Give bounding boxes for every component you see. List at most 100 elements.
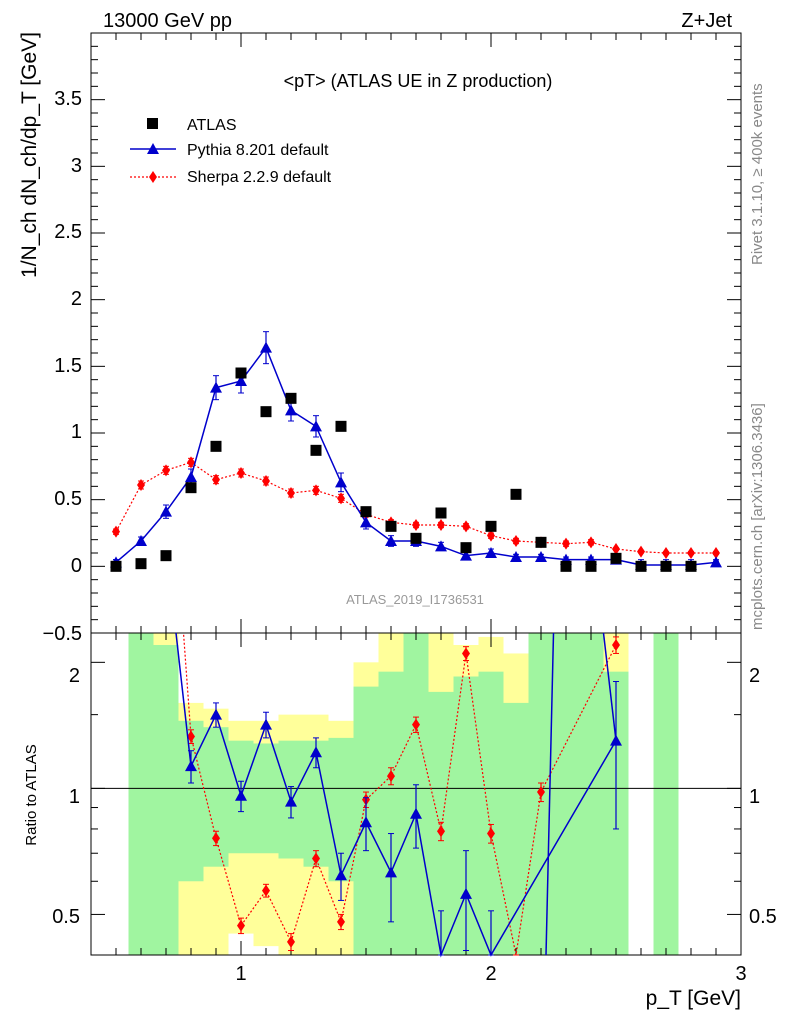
- analysis-watermark: ATLAS_2019_I1736531: [346, 592, 484, 607]
- ratio-pythia-point: [410, 807, 422, 819]
- xtick-labels: 1 2 3: [235, 963, 746, 985]
- ratio-band-green: [553, 633, 579, 955]
- ytick-label: 3.5: [54, 88, 82, 110]
- pythia-point: [510, 551, 522, 562]
- sherpa-point: [287, 487, 295, 499]
- ratio-pythia-point: [260, 718, 272, 730]
- sherpa-point: [112, 525, 120, 538]
- sherpa-point: [312, 484, 320, 497]
- atlas-point: [410, 532, 422, 544]
- atlas-point: [610, 552, 622, 564]
- pythia-point: [460, 549, 472, 561]
- ratio-pythia-point: [360, 816, 372, 828]
- atlas-point: [635, 560, 647, 572]
- atlas-point: [685, 560, 697, 572]
- main-ylabel: 1/N_ch dN_ch/dp_T [GeV]: [18, 32, 41, 278]
- ratio-band-green: [153, 644, 179, 955]
- ytick-label: 2.5: [54, 221, 82, 243]
- rivet-info: Rivet 3.1.10, ≥ 400k events: [749, 83, 766, 265]
- sherpa-point: [412, 519, 420, 531]
- ratio-sherpa-point: [237, 919, 245, 932]
- ratio-sherpa-point: [387, 770, 395, 783]
- pythia-point: [710, 556, 722, 568]
- legend-label-atlas: ATLAS: [187, 117, 237, 134]
- atlas-point: [360, 506, 372, 518]
- sherpa-point: [262, 475, 270, 487]
- atlas-point: [110, 560, 122, 572]
- sherpa-point: [587, 536, 595, 549]
- atlas-point: [260, 406, 272, 418]
- plot-title: <pT> (ATLAS UE in Z production): [284, 71, 553, 91]
- sherpa-point: [437, 519, 445, 531]
- ratio-pythia-line: [545, 632, 555, 956]
- atlas-point: [585, 560, 597, 572]
- ytick-label: 0: [71, 555, 82, 577]
- ratio-sherpa-point: [312, 852, 320, 865]
- legend-label-sherpa: Sherpa 2.2.9 default: [187, 169, 332, 186]
- ytick-label: 1.5: [54, 355, 82, 377]
- atlas-point: [310, 444, 322, 456]
- atlas-point: [460, 542, 472, 554]
- ratio-sherpa-point: [487, 827, 495, 840]
- ratio-band-green: [578, 633, 604, 955]
- ytick-label: −0.5: [43, 623, 82, 645]
- pythia-point: [535, 551, 547, 562]
- atlas-point: [235, 367, 247, 379]
- series-layer: [110, 331, 722, 958]
- atlas-point: [510, 488, 522, 500]
- atlas-point: [485, 520, 497, 532]
- ratio-sherpa-point: [437, 825, 445, 838]
- header-left: 13000 GeV pp: [103, 10, 232, 32]
- sherpa-point: [137, 479, 145, 491]
- main-ytick-labels: −0.5 0 0.5 1 1.5 2 2.5 3 3.5: [43, 88, 82, 645]
- pythia-point: [135, 535, 147, 546]
- sherpa-point: [212, 473, 220, 486]
- atlas-point: [285, 392, 297, 404]
- ratio-band-green: [653, 633, 679, 955]
- ratio-ytick-labels-right: 0.5 1 2: [749, 665, 777, 928]
- xtick-label: 2: [485, 963, 496, 985]
- sherpa-point: [162, 464, 170, 477]
- ratio-ytick-label: 2: [69, 665, 80, 687]
- pythia-point: [485, 547, 497, 558]
- ratio-sherpa-point: [337, 915, 345, 928]
- legend-marker-atlas: [147, 118, 158, 129]
- ratio-pythia-point: [310, 746, 322, 758]
- ratio-sherpa-point: [212, 832, 220, 845]
- ratio-uncertainty-bands: [128, 633, 679, 955]
- pythia-point: [260, 341, 272, 353]
- ytick-label: 2: [71, 288, 82, 310]
- ratio-band-green: [253, 743, 279, 854]
- pythia-point: [210, 381, 222, 393]
- pythia-line: [115, 346, 717, 566]
- atlas-point: [185, 482, 197, 494]
- ratio-sherpa-line: [182, 632, 192, 737]
- ytick-label: 3: [71, 155, 82, 177]
- ytick-label: 1: [71, 421, 82, 443]
- ratio-pythia-point: [235, 789, 247, 801]
- sherpa-point: [237, 467, 245, 479]
- atlas-point: [660, 560, 672, 572]
- ratio-sherpa-point: [612, 638, 620, 651]
- sherpa-point: [662, 547, 670, 559]
- sherpa-point: [487, 529, 495, 542]
- sherpa-point: [462, 520, 470, 533]
- atlas-point: [560, 560, 572, 572]
- mcplots-info: mcplots.cern.ch [arXiv:1306.3436]: [749, 403, 766, 630]
- atlas-point: [385, 520, 397, 532]
- sherpa-point: [712, 547, 720, 559]
- pythia-point: [285, 404, 297, 416]
- ratio-pythia-line: [190, 712, 617, 958]
- ratio-sherpa-point: [462, 647, 470, 660]
- pythia-point: [435, 540, 447, 552]
- ratio-pythia-line: [175, 632, 192, 767]
- sherpa-point: [187, 456, 195, 469]
- sherpa-point: [612, 543, 620, 555]
- atlas-point: [535, 536, 547, 548]
- ratio-pythia-line: [602, 632, 617, 741]
- atlas-point: [335, 420, 347, 432]
- legend-marker-sherpa: [149, 171, 157, 183]
- legend-label-pythia: Pythia 8.201 default: [187, 142, 329, 159]
- legend: ATLAS Pythia 8.201 default Sherpa 2.2.9 …: [130, 117, 332, 186]
- ratio-band-green: [178, 720, 204, 882]
